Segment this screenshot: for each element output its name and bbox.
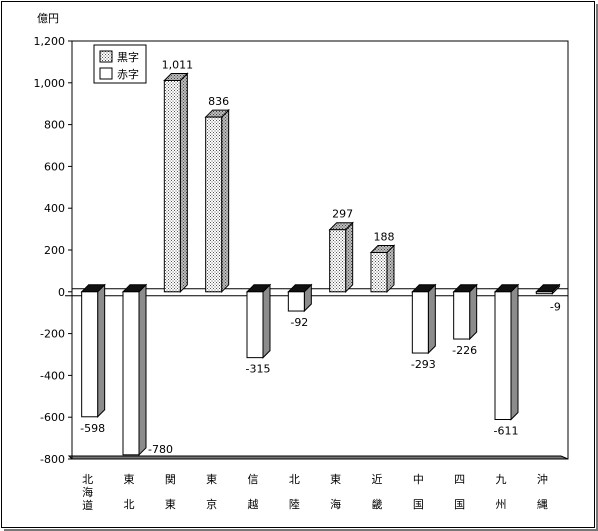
bar: -598: [80, 283, 106, 435]
category-label: 州: [496, 498, 507, 511]
bar: -611: [494, 283, 520, 437]
floor-plane: [67, 455, 569, 460]
category-label: 東: [124, 473, 135, 486]
bar-value-label: 1,011: [162, 59, 194, 72]
category-label: 信: [248, 473, 259, 486]
category-label: 海: [330, 497, 341, 511]
legend-label-deficit: 赤字: [117, 67, 139, 81]
y-tick-label: -200: [40, 328, 65, 341]
bar: 836: [204, 95, 230, 294]
bar-value-label: 836: [208, 95, 229, 108]
frame-shadow: [4, 4, 598, 531]
category-label: 沖: [537, 473, 548, 486]
legend: 黒字 赤字: [93, 44, 147, 84]
category-label: 縄: [537, 497, 548, 511]
bar: 1,011: [162, 59, 194, 294]
category-label: 京: [206, 497, 217, 511]
bar-side: [386, 244, 395, 294]
category-label: 北: [82, 473, 93, 486]
bar-front: [287, 291, 305, 312]
y-tick-label: 1,200: [34, 35, 66, 48]
bar-front: [329, 229, 347, 293]
bar-front: [535, 291, 553, 295]
bar-value-label: 188: [374, 231, 395, 244]
bar-side: [179, 72, 188, 294]
y-tick-label: -600: [40, 411, 65, 424]
bar-front: [453, 291, 471, 340]
bar: -315: [246, 283, 272, 376]
y-tick-label: 800: [44, 119, 65, 132]
bar-side: [345, 221, 354, 294]
bar: -92: [287, 283, 313, 329]
y-tick-label: 200: [44, 244, 65, 257]
y-axis: -800 -600 -400 -200 0 200 400 600 800 1,000 1,200: [34, 35, 73, 466]
bar-value-label: -92: [290, 316, 308, 329]
bar-value-label: -226: [452, 344, 477, 357]
y-tick-label: 600: [44, 160, 65, 173]
y-tick-label: 1,000: [34, 77, 66, 90]
category-label: 陸: [289, 498, 300, 511]
category-label: 近: [372, 473, 383, 486]
legend-swatch-deficit: [99, 67, 113, 80]
legend-swatch-surplus: [99, 50, 113, 63]
category-label: 海: [82, 485, 93, 499]
category-label: 国: [413, 498, 424, 511]
bar-front: [122, 291, 140, 456]
bar: 188: [369, 231, 396, 294]
y-tick-label: -800: [40, 453, 65, 466]
bar-value-label: -9: [550, 301, 561, 314]
category-label: 道: [82, 498, 93, 512]
bars: -598 -780 1,011 836 -315 -92 297 188 -293 -226 -61…: [80, 59, 561, 457]
bar-side: [97, 283, 106, 418]
category-label: 東: [165, 498, 176, 511]
bar-front: [370, 252, 388, 293]
bar-side: [469, 283, 478, 341]
bar-front: [81, 291, 99, 418]
y-tick-label: -400: [40, 369, 65, 382]
category-label: 北: [124, 498, 135, 511]
bar: -9: [535, 283, 561, 314]
bar-value-label: -598: [80, 422, 105, 435]
category-label: 中: [413, 473, 424, 486]
bar-value-label: -611: [494, 424, 519, 437]
bar: -293: [411, 283, 437, 371]
bar-front: [205, 116, 223, 293]
bar-front: [411, 291, 429, 354]
bar: 297: [328, 208, 354, 294]
bar-front: [494, 291, 512, 420]
bar-value-label: -315: [246, 363, 271, 376]
bar-side: [138, 283, 147, 457]
bar-value-label: -780: [148, 443, 173, 456]
category-label: 越: [248, 497, 259, 511]
bar: -226: [452, 283, 478, 357]
bar-value-label: -293: [411, 358, 436, 371]
y-tick-label: 0: [58, 286, 65, 299]
category-label: 北: [289, 473, 300, 486]
legend-label-surplus: 黒字: [117, 50, 139, 64]
bar-side: [427, 283, 436, 355]
category-label: 国: [454, 498, 465, 511]
category-label: 九: [496, 473, 507, 486]
category-label: 東: [206, 473, 217, 486]
bar: -780: [121, 283, 173, 457]
bar-front: [163, 80, 181, 293]
bar-front: [246, 291, 264, 359]
category-label: 関: [165, 473, 176, 486]
bar-side: [262, 283, 271, 359]
bar-side: [221, 108, 230, 294]
unit-label: 億円: [37, 12, 59, 25]
category-label: 四: [454, 473, 465, 486]
bar-value-label: 297: [332, 208, 353, 221]
category-label: 東: [330, 473, 341, 486]
y-tick-label: 400: [44, 202, 65, 215]
bar-side: [510, 283, 519, 421]
category-label: 畿: [372, 497, 383, 511]
